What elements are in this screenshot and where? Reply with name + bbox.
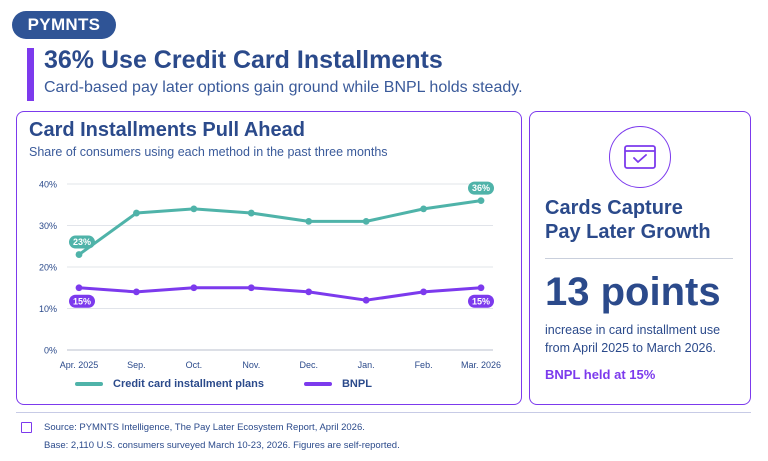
data-point [247, 284, 255, 292]
callout-badge [69, 294, 95, 308]
line-chart: 0% 10% 20% 30% 40% Apr. 2025 Sep. Oct. Nov. Dec. J… [39, 180, 501, 371]
legend-swatch-bnpl [303, 382, 332, 386]
data-point [305, 288, 313, 296]
data-point [133, 209, 140, 217]
data-label: 15% [472, 296, 490, 306]
footer-divider [16, 412, 751, 413]
summary-description-line1: increase in card installment use [545, 323, 721, 337]
y-tick-label: 20% [39, 263, 57, 273]
title-accent-bar [27, 48, 34, 101]
x-tick-label: Dec. [299, 360, 318, 370]
data-point [247, 209, 255, 217]
x-tick-label: Sep. [127, 360, 146, 370]
data-point [75, 251, 83, 258]
legend-label-credit: Credit card installment plans [113, 378, 264, 390]
series-line-1 [77, 286, 483, 302]
data-point [190, 284, 198, 292]
summary-headline-line1: Cards Capture [545, 197, 683, 219]
x-tick-label: Oct. [186, 360, 203, 370]
page-subtitle: Card-based pay later options gain ground… [44, 79, 523, 96]
legend-item-bnpl: BNPL [303, 378, 372, 390]
data-point [133, 288, 140, 296]
legend-item-credit: Credit card installment plans [75, 378, 264, 390]
data-point [477, 197, 485, 204]
chart-card: Card Installments Pull Ahead Share of co… [16, 111, 522, 405]
summary-headline-line2: Pay Later Growth [545, 221, 711, 243]
callout-badge [468, 294, 494, 308]
x-tick-label: Feb. [415, 360, 433, 370]
data-point [362, 296, 370, 304]
y-tick-label: 30% [39, 221, 57, 231]
data-point [362, 217, 370, 225]
data-label: 23% [73, 237, 91, 247]
summary-note: BNPL held at 15% [545, 367, 656, 382]
y-tick-label: 0% [44, 346, 57, 356]
series-line-0 [77, 199, 483, 257]
chart-title: Card Installments Pull Ahead [29, 119, 305, 141]
data-point [420, 288, 427, 296]
brand-logo: PYMNTS [12, 11, 116, 39]
data-point [477, 284, 485, 292]
data-point [75, 284, 83, 292]
callout-badge [468, 181, 494, 195]
summary-divider [545, 258, 733, 259]
summary-description-line2: from April 2025 to March 2026. [545, 341, 716, 355]
summary-description: increase in card installment use from Ap… [545, 321, 745, 357]
x-tick-label: Apr. 2025 [60, 360, 99, 370]
y-tick-label: 40% [39, 180, 57, 190]
chart-legend: Credit card installment plans BNPL [75, 378, 412, 390]
chart-subtitle: Share of consumers using each method in … [29, 145, 388, 159]
footer-checkbox-icon [21, 422, 32, 433]
data-point [305, 217, 313, 225]
legend-swatch-credit [75, 382, 103, 386]
x-tick-label: Jan. [358, 360, 375, 370]
callout-badge [69, 235, 95, 249]
footer-source: Source: PYMNTS Intelligence, The Pay Lat… [44, 422, 365, 433]
legend-label-bnpl: BNPL [341, 378, 372, 390]
x-tick-label: Nov. [242, 360, 260, 370]
data-label: 36% [472, 183, 490, 193]
credit-card-check-icon [609, 126, 671, 188]
data-point [420, 205, 427, 213]
summary-big-number: 13 points [545, 270, 721, 314]
page-title: 36% Use Credit Card Installments [44, 46, 443, 74]
y-tick-label: 10% [39, 304, 57, 314]
footer-base: Base: 2,110 U.S. consumers surveyed Marc… [44, 440, 400, 451]
summary-headline: Cards Capture Pay Later Growth [545, 196, 745, 244]
data-label: 15% [73, 296, 91, 306]
summary-card: Cards Capture Pay Later Growth 13 points… [529, 111, 751, 405]
data-point [190, 205, 198, 213]
x-tick-label: Mar. 2026 [461, 360, 501, 370]
